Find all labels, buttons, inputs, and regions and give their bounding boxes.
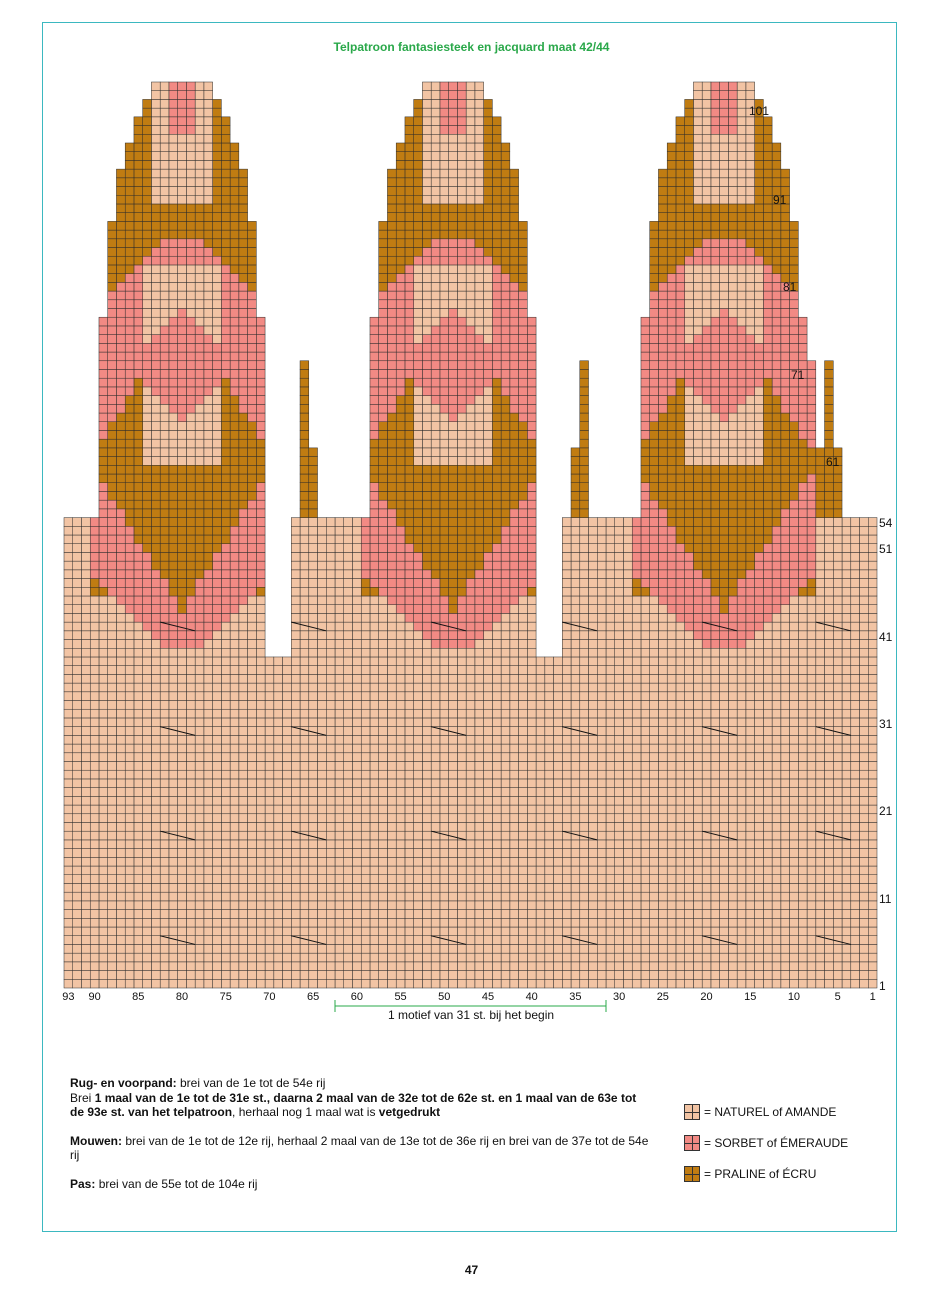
column-label: 75 <box>219 991 232 1003</box>
row-label: 91 <box>773 193 787 207</box>
row-label: 11 <box>879 892 892 906</box>
instruction-mouwen: Mouwen: brei van de 1e tot de 12e rij, h… <box>70 1133 649 1163</box>
legend-swatch-praline <box>684 1166 700 1182</box>
row-label: 1 <box>879 979 886 993</box>
column-label: 65 <box>307 991 320 1003</box>
instruction-rug: Rug- en voorpand: brei van de 1e tot de … <box>70 1076 637 1119</box>
motif-label: 1 motief van 31 st. bij het begin <box>387 1008 555 1022</box>
chart-cable-marks <box>160 621 851 945</box>
legend-swatch-sorbet <box>684 1135 700 1151</box>
row-label: 54 <box>879 516 893 530</box>
column-label: 20 <box>700 991 713 1003</box>
page-frame <box>42 22 897 1232</box>
chart-cells <box>63 81 878 989</box>
column-label: 5 <box>834 991 841 1003</box>
row-label: 51 <box>879 542 893 556</box>
instructions: Rug- en voorpand: brei van de 1e tot de … <box>70 1076 650 1205</box>
column-label: 15 <box>744 991 757 1003</box>
legend-item-praline: = PRALINE of ÉCRU <box>684 1166 848 1182</box>
legend-item-sorbet: = SORBET of ÉMERAUDE <box>684 1135 848 1151</box>
row-label: 41 <box>879 630 893 644</box>
column-label: 35 <box>569 991 582 1003</box>
row-label: 61 <box>826 455 840 469</box>
instruction-pas: Pas: brei van de 55e tot de 104e rij <box>70 1176 258 1191</box>
column-label: 93 <box>62 991 75 1003</box>
column-label: 40 <box>525 991 538 1003</box>
column-label: 10 <box>787 991 801 1003</box>
column-label: 30 <box>612 991 626 1003</box>
color-legend: = NATUREL of AMANDE = SORBET of ÉMERAUDE… <box>684 1104 848 1197</box>
row-label: 101 <box>749 104 770 118</box>
legend-item-naturel: = NATUREL of AMANDE <box>684 1104 848 1120</box>
row-label: 21 <box>879 804 893 818</box>
column-label: 90 <box>88 991 101 1003</box>
column-label: 45 <box>481 991 495 1003</box>
row-label: 31 <box>879 717 893 731</box>
column-label: 85 <box>132 991 145 1003</box>
column-label: 70 <box>263 991 276 1003</box>
knitting-chart <box>63 81 878 1012</box>
row-label: 81 <box>783 280 797 294</box>
column-label: 25 <box>656 991 669 1003</box>
column-label: 80 <box>175 991 189 1003</box>
column-label: 60 <box>350 991 363 1003</box>
chart-title: Telpatroon fantasiesteek en jacquard maa… <box>333 40 610 54</box>
row-label: 71 <box>791 368 805 382</box>
legend-swatch-naturel <box>684 1104 700 1120</box>
page-number: 47 <box>464 1263 479 1277</box>
column-label: 1 <box>869 991 876 1003</box>
column-label: 50 <box>438 991 451 1003</box>
column-label: 55 <box>394 991 407 1003</box>
